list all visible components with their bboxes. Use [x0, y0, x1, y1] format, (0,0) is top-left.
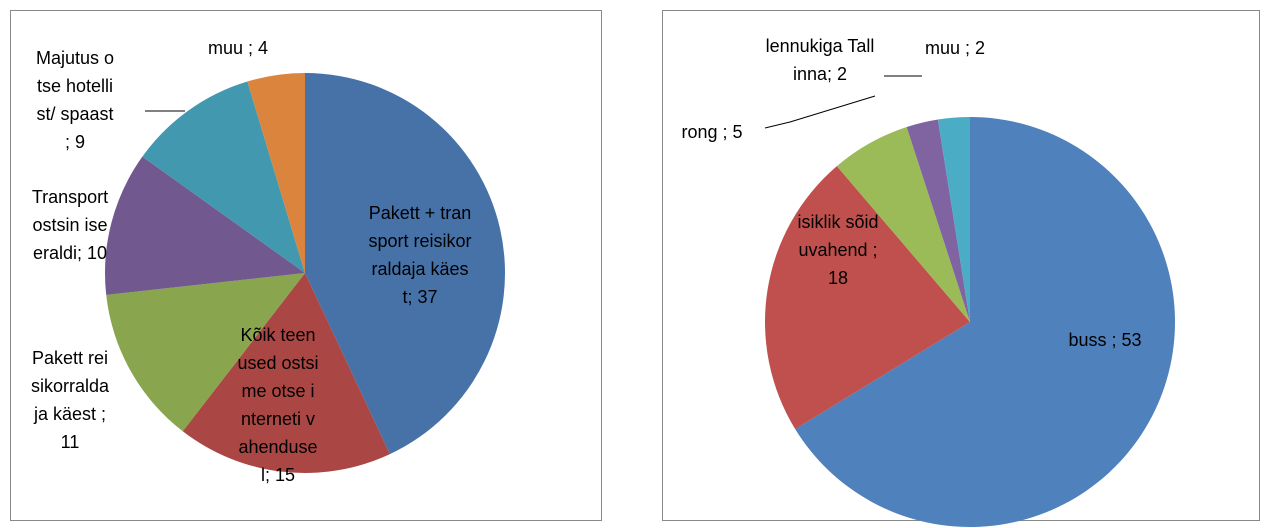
pie-slice [182, 273, 390, 473]
pie-slice [836, 127, 970, 322]
pie-slice [795, 117, 1175, 528]
data-label: rong ; 5 [681, 122, 743, 142]
data-label: Transport ostsin ise eraldi; 10 [31, 187, 109, 263]
pie-slice [106, 273, 306, 432]
data-label: muu ; 2 [924, 38, 986, 58]
data-label: lennukiga Tallinna; 2 [765, 36, 875, 84]
pie-slice [765, 166, 970, 430]
pie-slice [247, 73, 305, 273]
data-label: isiklik sõiduvahend ; 18 [797, 212, 879, 288]
data-label: Majutus otse hotellist/ spaast ; 9 [35, 48, 115, 152]
pie-slice [105, 156, 305, 295]
pie-slice [142, 81, 305, 273]
pie-slice [937, 117, 970, 322]
data-label: Pakett reisikorraldaja käest ; 11 [30, 348, 110, 452]
data-label: Kõik teenused ostsime otse interneti vah… [237, 325, 319, 485]
data-label: buss ; 53 [1068, 330, 1142, 350]
pie-slice [906, 119, 970, 322]
data-label: Pakett + transport reisikorraldaja käest… [368, 203, 472, 307]
data-label: muu ; 4 [207, 38, 269, 58]
pie-slice [305, 73, 505, 455]
leader-line [764, 95, 876, 129]
